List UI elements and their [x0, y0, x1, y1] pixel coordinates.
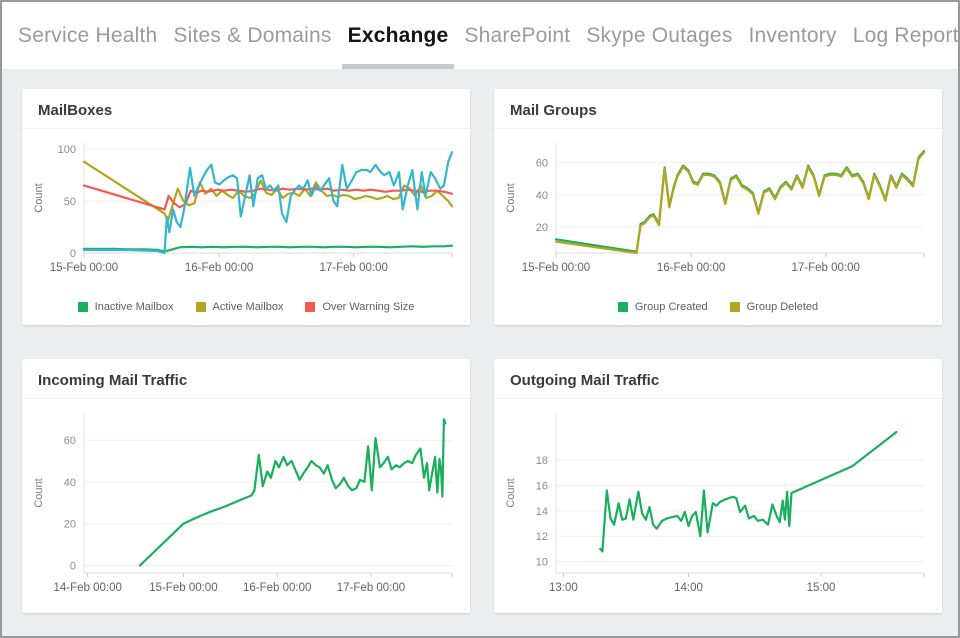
svg-text:16-Feb 00:00: 16-Feb 00:00 — [657, 262, 725, 274]
tab-label: SharePoint — [464, 23, 571, 47]
incoming-mail-traffic-card: Incoming Mail Traffic 0 20 40 60 14-Feb 00:0… — [22, 359, 470, 613]
card-divider — [494, 128, 942, 129]
svg-text:17-Feb 00:00: 17-Feb 00:00 — [319, 262, 387, 274]
chart-wrap: 10 12 14 16 18 13:00 14:00 15:00 Count — [494, 399, 942, 608]
mail-groups-card: Mail Groups 20 40 60 15-Feb 00:00 16-Feb 00:… — [494, 89, 942, 325]
card-divider — [22, 128, 470, 129]
dashboard-grid: MailBoxes 0 50 100 15-Feb 00:00 16-Feb 00:00… — [22, 89, 958, 613]
svg-text:Count: Count — [505, 183, 517, 212]
tab-label: Exchange — [347, 23, 449, 47]
svg-text:0: 0 — [70, 248, 76, 260]
svg-text:60: 60 — [536, 157, 548, 169]
dashboard-content: MailBoxes 0 50 100 15-Feb 00:00 16-Feb 00:00… — [2, 69, 958, 636]
tab-label: Inventory — [748, 23, 837, 47]
svg-text:15-Feb 00:00: 15-Feb 00:00 — [522, 262, 590, 274]
svg-text:14: 14 — [536, 506, 548, 518]
svg-text:13:00: 13:00 — [549, 582, 578, 594]
tab-exchange[interactable]: Exchange — [340, 2, 457, 69]
svg-text:15:00: 15:00 — [807, 582, 836, 594]
legend-label: Over Warning Size — [322, 301, 415, 313]
svg-text:16-Feb 00:00: 16-Feb 00:00 — [185, 262, 253, 274]
legend-swatch — [77, 302, 88, 312]
card-title: Incoming Mail Traffic — [38, 372, 188, 389]
legend-label: Active Mailbox — [212, 301, 284, 313]
legend-swatch — [195, 302, 206, 312]
mail-groups-legend: Group Created Group Deleted — [494, 288, 942, 325]
card-divider — [22, 398, 470, 399]
svg-text:18: 18 — [536, 455, 548, 467]
tab-label: Sites & Domains — [173, 23, 332, 47]
tab-label: Log Report — [852, 23, 959, 47]
svg-text:100: 100 — [58, 144, 76, 156]
svg-text:Count: Count — [33, 478, 45, 507]
tab-log-report[interactable]: Log Report — [845, 2, 960, 69]
card-divider — [494, 398, 942, 399]
tab-inventory[interactable]: Inventory — [741, 2, 845, 69]
outgoing-mail-traffic-card: Outgoing Mail Traffic 10 12 14 16 18 13:00 14:… — [494, 359, 942, 613]
card-title: Outgoing Mail Traffic — [510, 372, 660, 389]
legend-label: Inactive Mailbox — [94, 301, 174, 313]
svg-text:15-Feb 00:00: 15-Feb 00:00 — [149, 582, 217, 594]
legend-item-inactive-mailbox[interactable]: Inactive Mailbox — [77, 301, 174, 313]
svg-text:60: 60 — [64, 435, 76, 447]
svg-text:20: 20 — [64, 519, 76, 531]
card-title: Mail Groups — [510, 102, 597, 119]
mail-groups-chart-canvas[interactable]: 20 40 60 15-Feb 00:00 16-Feb 00:00 17-Feb 00:… — [500, 133, 934, 283]
chart-wrap: 0 20 40 60 14-Feb 00:00 15-Feb 00:00 16-Feb 00… — [22, 399, 470, 608]
legend-item-group-created[interactable]: Group Created — [617, 301, 708, 313]
legend-swatch — [617, 302, 628, 312]
tab-label: Service Health — [18, 23, 158, 47]
svg-text:Count: Count — [33, 183, 45, 212]
svg-text:14:00: 14:00 — [674, 582, 703, 594]
chart-wrap: 20 40 60 15-Feb 00:00 16-Feb 00:00 17-Feb 00:… — [494, 129, 942, 288]
tab-label: Skype Outages — [586, 23, 733, 47]
legend-item-active-mailbox[interactable]: Active Mailbox — [195, 301, 284, 313]
mailboxes-card: MailBoxes 0 50 100 15-Feb 00:00 16-Feb 00:00… — [22, 89, 470, 325]
legend-label: Group Created — [634, 301, 708, 313]
svg-text:16: 16 — [536, 480, 548, 492]
mailboxes-chart-canvas[interactable]: 0 50 100 15-Feb 00:00 16-Feb 00:00 17-Feb 00:… — [28, 133, 462, 283]
tab-sites-domains[interactable]: Sites & Domains — [165, 2, 339, 69]
svg-text:14-Feb 00:00: 14-Feb 00:00 — [53, 582, 121, 594]
legend-item-group-deleted[interactable]: Group Deleted — [729, 301, 819, 313]
incoming-mail-chart-canvas[interactable]: 0 20 40 60 14-Feb 00:00 15-Feb 00:00 16-Feb 00… — [28, 403, 462, 603]
legend-item-over-warning-size[interactable]: Over Warning Size — [305, 301, 414, 313]
svg-text:12: 12 — [536, 531, 548, 543]
svg-text:40: 40 — [64, 477, 76, 489]
svg-text:0: 0 — [70, 561, 76, 573]
svg-text:16-Feb 00:00: 16-Feb 00:00 — [243, 582, 311, 594]
legend-label: Group Deleted — [746, 301, 819, 313]
svg-text:Count: Count — [505, 478, 517, 507]
svg-text:17-Feb 00:00: 17-Feb 00:00 — [791, 262, 859, 274]
tab-service-health[interactable]: Service Health — [10, 2, 165, 69]
tab-bar: Service Health Sites & Domains Exchange Sha… — [2, 2, 958, 69]
outgoing-mail-chart-canvas[interactable]: 10 12 14 16 18 13:00 14:00 15:00 Count — [500, 403, 934, 603]
legend-swatch — [729, 302, 740, 312]
active-tab-underline — [341, 64, 455, 69]
svg-text:17-Feb 00:00: 17-Feb 00:00 — [337, 582, 405, 594]
mailboxes-legend: Inactive Mailbox Active Mailbox Over Warni… — [22, 288, 470, 325]
legend-swatch — [305, 302, 316, 312]
tab-sharepoint[interactable]: SharePoint — [456, 2, 578, 69]
svg-text:15-Feb 00:00: 15-Feb 00:00 — [50, 262, 118, 274]
card-title: MailBoxes — [38, 102, 113, 119]
svg-text:40: 40 — [536, 190, 548, 202]
chart-wrap: 0 50 100 15-Feb 00:00 16-Feb 00:00 17-Feb 00:… — [22, 129, 470, 288]
svg-text:10: 10 — [536, 557, 548, 569]
tab-skype-outages[interactable]: Skype Outages — [578, 2, 740, 69]
svg-text:20: 20 — [536, 222, 548, 234]
svg-text:50: 50 — [64, 196, 76, 208]
